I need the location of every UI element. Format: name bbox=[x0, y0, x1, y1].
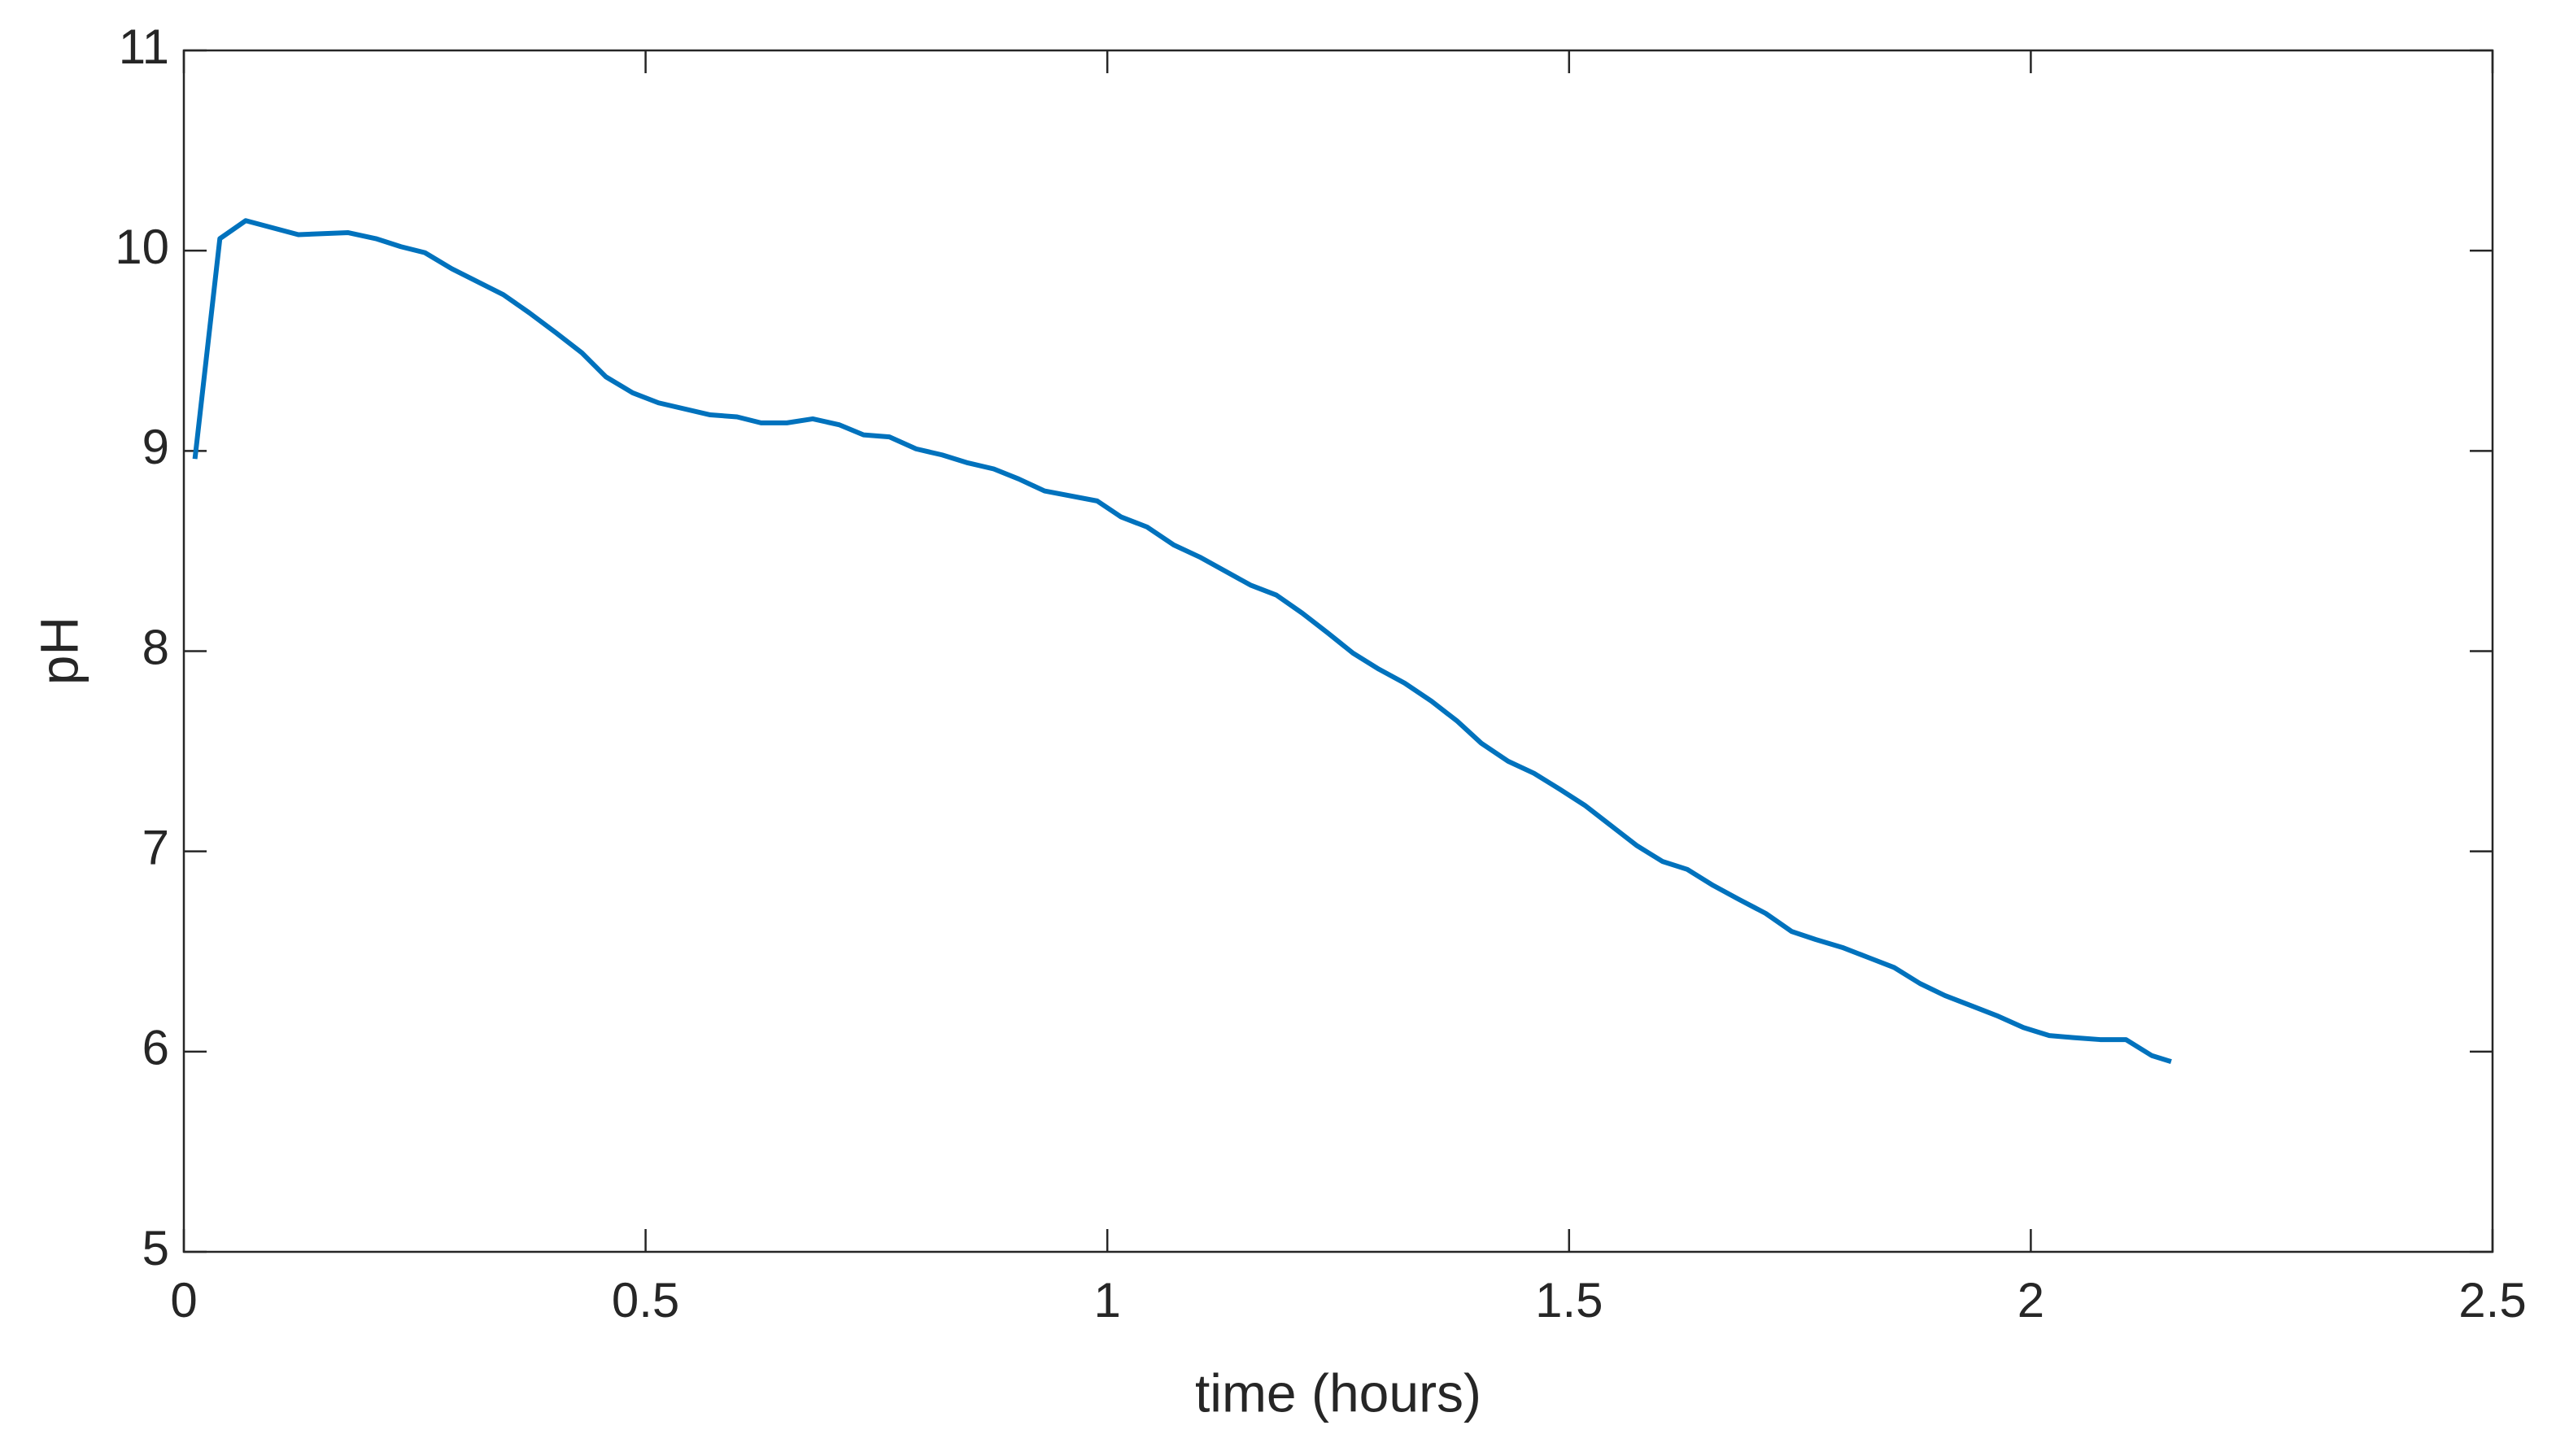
plot-frame bbox=[182, 49, 2494, 1253]
x-tick-label: 1 bbox=[1094, 1273, 1121, 1327]
x-tick-label: 2.5 bbox=[2458, 1273, 2526, 1327]
y-tick-label: 6 bbox=[142, 1021, 169, 1075]
y-tick-label: 10 bbox=[115, 220, 169, 274]
x-tick-label: 1.5 bbox=[1535, 1273, 1603, 1327]
y-tick-label: 8 bbox=[142, 620, 169, 674]
y-tick-label: 9 bbox=[142, 420, 169, 474]
x-tick-label: 0 bbox=[170, 1273, 197, 1327]
data-line bbox=[192, 218, 2172, 1065]
y-tick-label: 7 bbox=[142, 821, 169, 875]
x-axis-label: time (hours) bbox=[1195, 1362, 1481, 1423]
x-tick-label: 2 bbox=[2017, 1273, 2044, 1327]
y-tick-label: 5 bbox=[142, 1221, 169, 1275]
x-tick-label: 0.5 bbox=[612, 1273, 679, 1327]
y-axis-label: pH bbox=[28, 617, 89, 685]
y-tick-label: 11 bbox=[119, 20, 169, 74]
